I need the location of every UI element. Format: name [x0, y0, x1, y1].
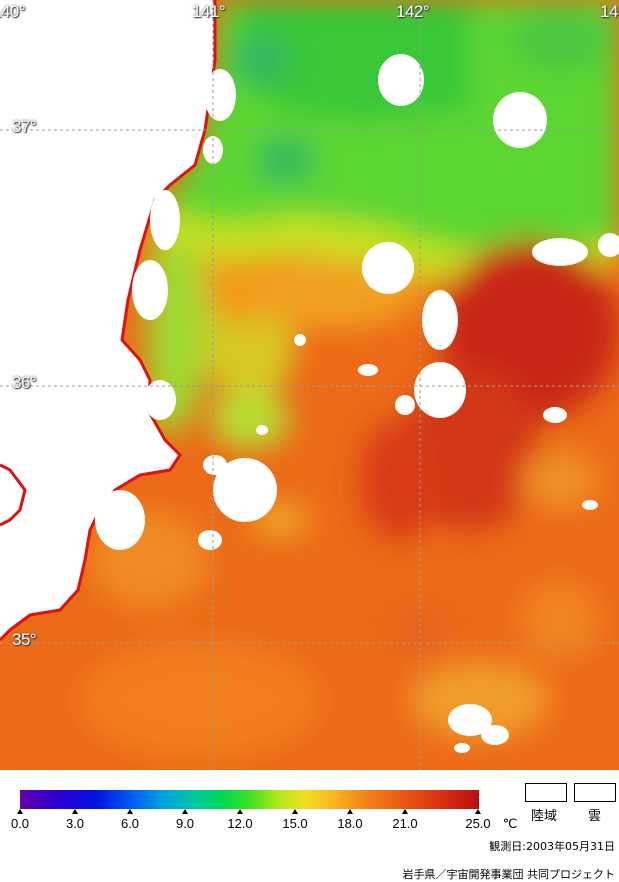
cloud-swatch — [574, 783, 616, 802]
colorbar-tick — [475, 809, 481, 814]
colorbar-label: 15.0 — [282, 816, 308, 831]
colorbar-label: 6.0 — [120, 816, 140, 831]
sst-map: 140° 141° 142° 14 37° 36° 35° — [0, 0, 619, 770]
colorbar-tick — [127, 809, 133, 814]
colorbar-tick — [402, 809, 408, 814]
cloud-patches — [95, 54, 619, 753]
colorbar-label: 9.0 — [175, 816, 195, 831]
graticule — [0, 0, 619, 770]
sst-map-canvas — [0, 0, 619, 770]
colorbar-tick — [72, 809, 78, 814]
cloud-label: 雲 — [588, 809, 602, 824]
colorbar-label: 25.0 — [465, 816, 491, 831]
colorbar-label: 21.0 — [392, 816, 418, 831]
colorbar-label: 18.0 — [337, 816, 363, 831]
land-label: 陸域 — [531, 809, 558, 824]
coastline-peninsula — [0, 463, 27, 527]
colorbar-label: 12.0 — [227, 816, 253, 831]
colorbar-tick — [17, 809, 23, 814]
longitude-label-140: 140° — [0, 2, 26, 21]
colorbar-tick — [347, 809, 353, 814]
credit-text: 岩手県／宇宙開発事業団 共同プロジェクト — [402, 868, 616, 881]
legend-panel: 0.0 3.0 6.0 9.0 12.0 15.0 18.0 21.0 25.0… — [0, 770, 619, 881]
latitude-label-36: 36° — [12, 373, 37, 392]
colorbar-tick — [182, 809, 188, 814]
latitude-label-37: 37° — [12, 117, 37, 136]
land-swatch — [525, 783, 567, 802]
colorbar-tick — [292, 809, 298, 814]
temperature-unit: ℃ — [502, 816, 518, 831]
longitude-label-142: 142° — [396, 2, 430, 21]
colorbar-tick — [237, 809, 243, 814]
colorbar-label: 3.0 — [65, 816, 85, 831]
colorbar-label: 0.0 — [10, 816, 30, 831]
coastline — [0, 0, 217, 642]
temperature-colorbar — [20, 790, 479, 809]
observation-date: 観測日:2003年05月31日 — [489, 840, 615, 853]
longitude-label-143: 14 — [600, 2, 618, 21]
latitude-label-35: 35° — [12, 630, 37, 649]
longitude-label-141: 141° — [192, 2, 226, 21]
